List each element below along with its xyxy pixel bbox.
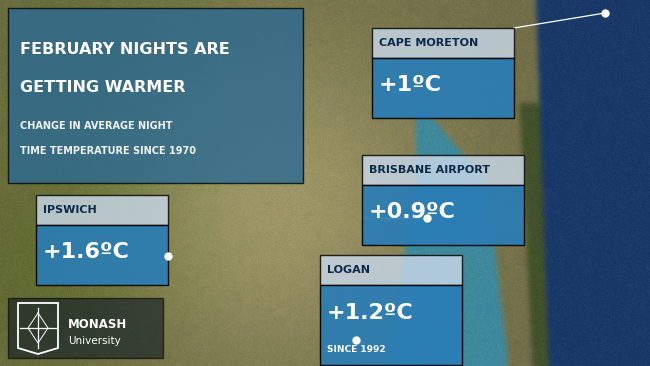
Text: FEBRUARY NIGHTS ARE: FEBRUARY NIGHTS ARE: [20, 42, 229, 57]
FancyBboxPatch shape: [320, 255, 462, 285]
Text: IPSWICH: IPSWICH: [43, 205, 97, 215]
Text: +1ºC: +1ºC: [379, 75, 442, 95]
FancyBboxPatch shape: [8, 298, 163, 358]
Text: TIME TEMPERATURE SINCE 1970: TIME TEMPERATURE SINCE 1970: [20, 146, 196, 156]
Text: GETTING WARMER: GETTING WARMER: [20, 81, 185, 96]
Text: +1.2ºC: +1.2ºC: [327, 303, 414, 323]
Text: +1.6ºC: +1.6ºC: [43, 242, 130, 262]
Text: CAPE MORETON: CAPE MORETON: [379, 38, 478, 48]
FancyBboxPatch shape: [372, 28, 514, 58]
Text: MONASH: MONASH: [68, 317, 127, 330]
Text: SINCE 1992: SINCE 1992: [327, 344, 385, 354]
FancyBboxPatch shape: [372, 58, 514, 118]
Text: BRISBANE AIRPORT: BRISBANE AIRPORT: [369, 165, 490, 175]
Text: University: University: [68, 336, 121, 346]
FancyBboxPatch shape: [362, 155, 524, 185]
FancyBboxPatch shape: [36, 225, 168, 285]
Text: +0.9ºC: +0.9ºC: [369, 202, 456, 222]
FancyBboxPatch shape: [320, 285, 462, 365]
FancyBboxPatch shape: [362, 185, 524, 245]
FancyBboxPatch shape: [36, 195, 168, 225]
Text: CHANGE IN AVERAGE NIGHT: CHANGE IN AVERAGE NIGHT: [20, 121, 172, 131]
Text: LOGAN: LOGAN: [327, 265, 370, 275]
FancyBboxPatch shape: [8, 8, 303, 183]
